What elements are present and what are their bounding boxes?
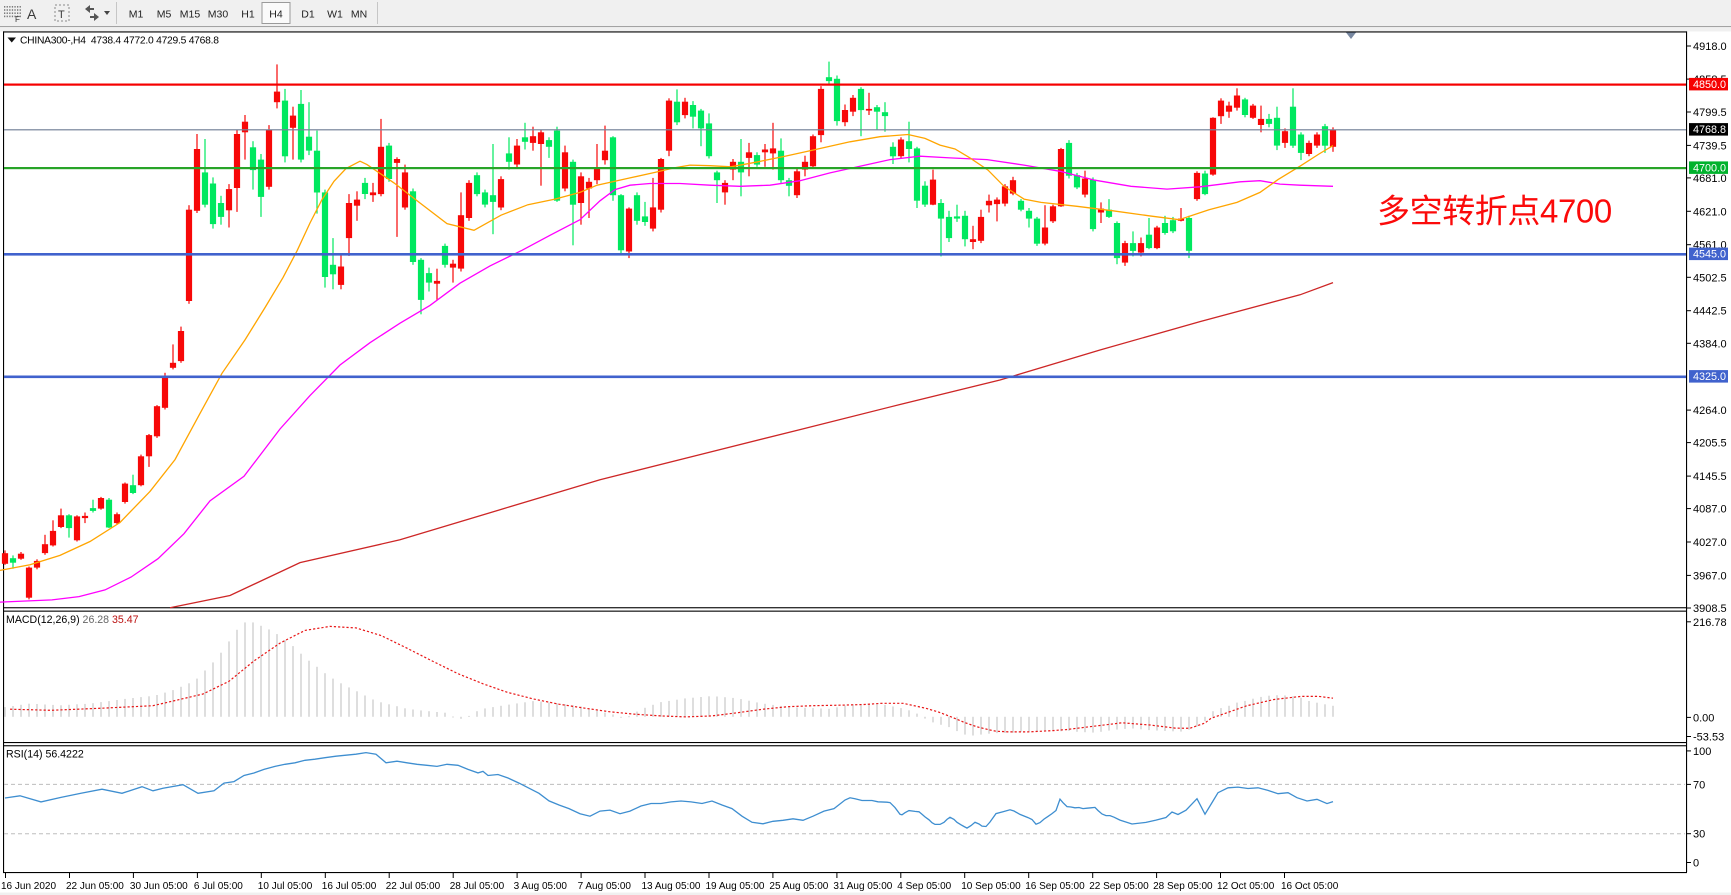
svg-text:3908.5: 3908.5 xyxy=(1693,603,1727,615)
svg-text:12 Oct 05:00: 12 Oct 05:00 xyxy=(1217,881,1275,892)
svg-text:A: A xyxy=(27,6,37,22)
svg-text:4918.0: 4918.0 xyxy=(1693,41,1727,53)
svg-text:T: T xyxy=(58,9,65,21)
svg-text:0.00: 0.00 xyxy=(1693,712,1714,724)
svg-text:MN: MN xyxy=(351,9,367,21)
svg-text:-53.53: -53.53 xyxy=(1693,732,1724,744)
svg-text:4850.0: 4850.0 xyxy=(1693,79,1726,91)
svg-text:4545.0: 4545.0 xyxy=(1693,249,1726,261)
svg-text:7 Aug 05:00: 7 Aug 05:00 xyxy=(578,881,632,892)
svg-text:D1: D1 xyxy=(301,9,315,21)
svg-text:28 Jul 05:00: 28 Jul 05:00 xyxy=(450,881,505,892)
svg-text:F: F xyxy=(15,15,20,24)
svg-text:4502.5: 4502.5 xyxy=(1693,272,1727,284)
svg-text:M1: M1 xyxy=(129,9,144,21)
svg-text:4681.0: 4681.0 xyxy=(1693,173,1727,185)
svg-text:31 Aug 05:00: 31 Aug 05:00 xyxy=(833,881,892,892)
svg-text:4384.0: 4384.0 xyxy=(1693,338,1727,350)
svg-text:22 Sep 05:00: 22 Sep 05:00 xyxy=(1089,881,1149,892)
svg-text:10 Jul 05:00: 10 Jul 05:00 xyxy=(258,881,313,892)
svg-text:19 Aug 05:00: 19 Aug 05:00 xyxy=(706,881,765,892)
svg-text:16 Sep 05:00: 16 Sep 05:00 xyxy=(1025,881,1085,892)
svg-text:4621.0: 4621.0 xyxy=(1693,206,1727,218)
svg-text:H1: H1 xyxy=(241,9,255,21)
svg-text:3967.0: 3967.0 xyxy=(1693,570,1727,582)
svg-text:MACD(12,26,9) 26.28 35.47: MACD(12,26,9) 26.28 35.47 xyxy=(6,614,139,626)
svg-text:4442.5: 4442.5 xyxy=(1693,306,1727,318)
svg-text:16 Jul 05:00: 16 Jul 05:00 xyxy=(322,881,377,892)
svg-text:4205.5: 4205.5 xyxy=(1693,438,1727,450)
svg-text:多空转折点4700: 多空转折点4700 xyxy=(1377,193,1612,230)
svg-text:70: 70 xyxy=(1693,779,1705,791)
svg-text:4027.0: 4027.0 xyxy=(1693,537,1727,549)
svg-text:M30: M30 xyxy=(208,9,229,21)
svg-text:4768.8: 4768.8 xyxy=(1693,124,1726,136)
svg-text:RSI(14) 56.4222: RSI(14) 56.4222 xyxy=(6,749,84,761)
svg-text:CHINA300-,H4 4738.4 4772.0 47: CHINA300-,H4 4738.4 4772.0 4729.5 4768.8 xyxy=(20,36,219,47)
svg-text:28 Sep 05:00: 28 Sep 05:00 xyxy=(1153,881,1213,892)
svg-text:22 Jun 05:00: 22 Jun 05:00 xyxy=(66,881,124,892)
svg-text:M15: M15 xyxy=(180,9,201,21)
svg-text:13 Aug 05:00: 13 Aug 05:00 xyxy=(642,881,701,892)
svg-text:10 Sep 05:00: 10 Sep 05:00 xyxy=(961,881,1021,892)
svg-text:16 Jun 2020: 16 Jun 2020 xyxy=(1,881,56,892)
svg-text:4 Sep 05:00: 4 Sep 05:00 xyxy=(897,881,951,892)
svg-text:25 Aug 05:00: 25 Aug 05:00 xyxy=(769,881,828,892)
svg-text:0: 0 xyxy=(1693,858,1699,870)
svg-text:30: 30 xyxy=(1693,829,1705,841)
svg-text:4087.0: 4087.0 xyxy=(1693,504,1727,516)
svg-text:22 Jul 05:00: 22 Jul 05:00 xyxy=(386,881,441,892)
svg-text:4799.5: 4799.5 xyxy=(1693,107,1727,119)
svg-text:4145.5: 4145.5 xyxy=(1693,471,1727,483)
svg-text:4264.0: 4264.0 xyxy=(1693,405,1727,417)
svg-text:H4: H4 xyxy=(269,9,283,21)
svg-text:216.78: 216.78 xyxy=(1693,617,1727,629)
svg-text:4739.5: 4739.5 xyxy=(1693,140,1727,152)
svg-text:6 Jul 05:00: 6 Jul 05:00 xyxy=(194,881,243,892)
svg-text:W1: W1 xyxy=(327,9,343,21)
svg-text:4325.0: 4325.0 xyxy=(1693,371,1726,383)
svg-text:16 Oct 05:00: 16 Oct 05:00 xyxy=(1281,881,1339,892)
svg-text:30 Jun 05:00: 30 Jun 05:00 xyxy=(130,881,188,892)
svg-text:4700.0: 4700.0 xyxy=(1693,162,1726,174)
svg-text:100: 100 xyxy=(1693,746,1711,758)
svg-text:3 Aug 05:00: 3 Aug 05:00 xyxy=(514,881,568,892)
svg-text:M5: M5 xyxy=(157,9,172,21)
